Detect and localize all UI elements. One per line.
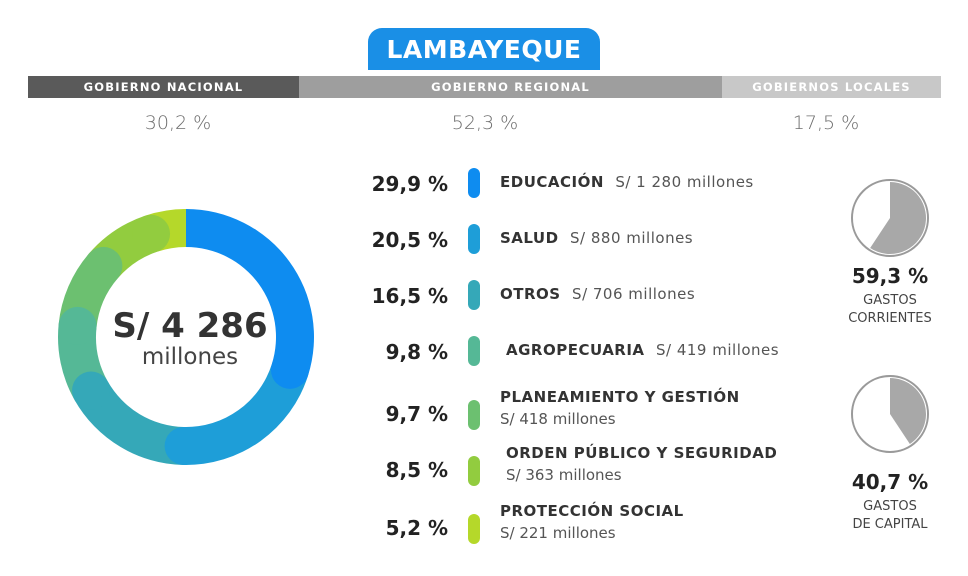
category-name: AGROPECUARIA: [506, 341, 645, 359]
category-color-marker: [468, 400, 480, 430]
mini-pie-slice: [870, 182, 926, 254]
category-percent: 20,5 %: [371, 228, 448, 252]
gov-level-national-label: GOBIERNO NACIONAL: [28, 76, 299, 98]
total-amount: S/ 4 286: [112, 306, 268, 346]
current-spending-label-line2: CORRIENTES: [848, 311, 932, 326]
current-spending-pie: [851, 179, 929, 257]
category-color-marker: [468, 280, 480, 310]
category-percent: 8,5 %: [385, 458, 448, 482]
gov-level-local-percent: 17,5 %: [792, 112, 860, 134]
donut-slice-1: [183, 364, 309, 466]
total-unit: millones: [141, 344, 239, 370]
capital-spending-label: GASTOS DE CAPITAL: [830, 498, 950, 534]
donut-slice-0: [186, 209, 314, 376]
category-amount: S/ 418 millones: [500, 410, 616, 428]
category-color-marker: [468, 456, 480, 486]
category-name-line: OTROS S/ 706 millones: [500, 285, 695, 303]
category-amount: S/ 221 millones: [500, 524, 616, 542]
budget-donut-chart: [57, 209, 314, 466]
gov-level-regional-label: GOBIERNO REGIONAL: [299, 76, 722, 98]
category-name: EDUCACIÓN: [500, 173, 604, 191]
current-spending-percent: 59,3 %: [851, 264, 929, 288]
category-color-marker: [468, 224, 480, 254]
category-name: PROTECCIÓN SOCIAL: [500, 502, 684, 520]
category-amount: S/ 363 millones: [506, 466, 622, 484]
capital-spending-label-line2: DE CAPITAL: [852, 517, 928, 532]
donut-slice-cap-4: [84, 246, 123, 285]
category-name-line: EDUCACIÓN S/ 1 280 millones: [500, 173, 754, 191]
donut-slice-cap-5: [132, 214, 171, 253]
capital-spending-percent: 40,7 %: [851, 470, 929, 494]
category-name: OTROS: [500, 285, 561, 303]
category-name: SALUD: [500, 229, 559, 247]
category-percent: 16,5 %: [371, 284, 448, 308]
category-name: ORDEN PÚBLICO Y SEGURIDAD: [506, 444, 778, 462]
category-amount: S/ 419 millones: [656, 341, 780, 359]
category-color-marker: [468, 168, 480, 198]
capital-spending-label-line1: GASTOS: [863, 499, 917, 514]
category-amount: S/ 880 millones: [570, 229, 694, 247]
category-name-line: SALUD S/ 880 millones: [500, 229, 693, 247]
category-amount: S/ 706 millones: [572, 285, 696, 303]
mini-pie-slice: [890, 378, 926, 445]
category-amount: S/ 1 280 millones: [615, 173, 754, 191]
category-name: PLANEAMIENTO Y GESTIÓN: [500, 388, 740, 406]
donut-slice-cap-2: [72, 371, 111, 410]
category-percent: 9,8 %: [385, 340, 448, 364]
donut-slice-cap-0: [270, 350, 309, 389]
category-name-line: AGROPECUARIA S/ 419 millones: [506, 341, 779, 359]
category-color-marker: [468, 514, 480, 544]
gov-level-local-label: GOBIERNOS LOCALES: [722, 76, 941, 98]
gov-level-regional-percent: 52,3 %: [451, 112, 519, 134]
category-color-marker: [468, 336, 480, 366]
category-percent: 29,9 %: [371, 172, 448, 196]
gov-level-national-percent: 30,2 %: [144, 112, 212, 134]
donut-slice-cap-1: [164, 426, 203, 465]
current-spending-label: GASTOS CORRIENTES: [830, 292, 950, 328]
capital-spending-pie: [851, 375, 929, 453]
category-percent: 5,2 %: [385, 516, 448, 540]
donut-slice-cap-3: [58, 306, 97, 345]
current-spending-label-line1: GASTOS: [863, 293, 917, 308]
category-percent: 9,7 %: [385, 402, 448, 426]
region-title: LAMBAYEQUE: [368, 28, 600, 70]
